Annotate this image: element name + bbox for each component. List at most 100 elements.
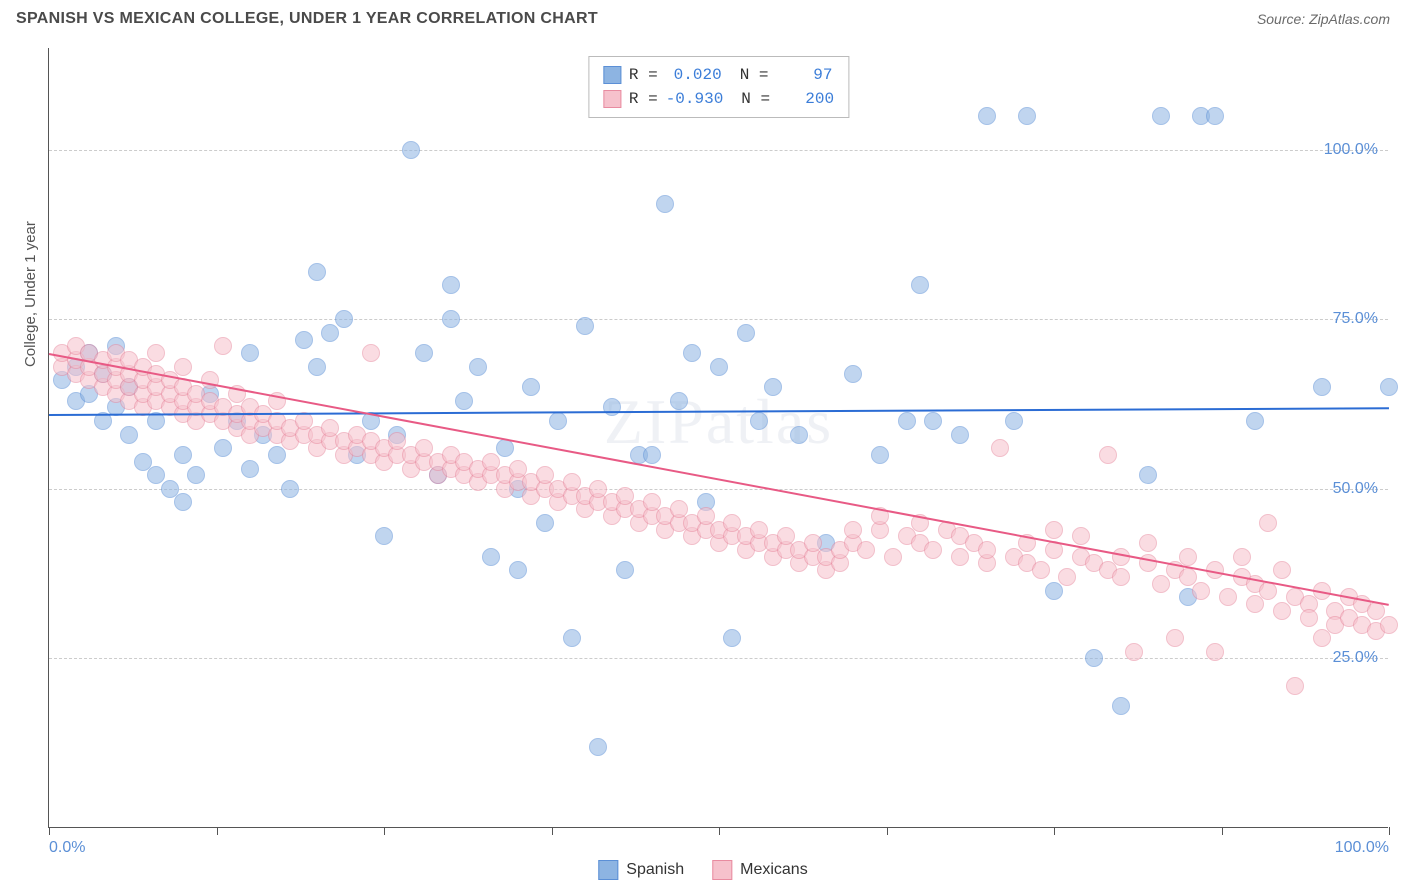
data-point — [1246, 412, 1264, 430]
data-point — [616, 561, 634, 579]
data-point — [589, 738, 607, 756]
data-point — [924, 412, 942, 430]
y-tick-label: 50.0% — [1333, 480, 1378, 498]
source-label: Source: ZipAtlas.com — [1257, 11, 1390, 27]
data-point — [1005, 412, 1023, 430]
data-point — [174, 358, 192, 376]
series-legend: SpanishMexicans — [598, 860, 807, 880]
data-point — [187, 466, 205, 484]
y-tick-label: 75.0% — [1333, 310, 1378, 328]
x-tick-label: 100.0% — [1335, 839, 1389, 857]
data-point — [1112, 697, 1130, 715]
data-point — [603, 398, 621, 416]
r-value: 0.020 — [666, 63, 722, 87]
data-point — [884, 548, 902, 566]
data-point — [1300, 609, 1318, 627]
legend-item: Mexicans — [712, 860, 808, 880]
data-point — [241, 344, 259, 362]
legend-swatch — [712, 860, 732, 880]
data-point — [871, 446, 889, 464]
data-point — [576, 317, 594, 335]
data-point — [295, 331, 313, 349]
data-point — [1380, 378, 1398, 396]
data-point — [214, 337, 232, 355]
data-point — [1206, 643, 1224, 661]
data-point — [1152, 575, 1170, 593]
chart-header: SPANISH VS MEXICAN COLLEGE, UNDER 1 YEAR… — [0, 0, 1406, 34]
data-point — [308, 358, 326, 376]
data-point — [241, 460, 259, 478]
data-point — [455, 392, 473, 410]
scatter-plot-area: ZIPatlas R =0.020N =97R =-0.930N =200 25… — [48, 48, 1388, 828]
data-point — [1380, 616, 1398, 634]
data-point — [1139, 534, 1157, 552]
n-label: N = — [741, 87, 770, 111]
data-point — [362, 344, 380, 362]
data-point — [1045, 521, 1063, 539]
data-point — [1125, 643, 1143, 661]
data-point — [737, 324, 755, 342]
data-point — [442, 310, 460, 328]
data-point — [844, 521, 862, 539]
data-point — [898, 412, 916, 430]
x-tick — [887, 827, 888, 835]
n-value: 97 — [777, 63, 833, 87]
r-label: R = — [629, 63, 658, 87]
data-point — [214, 439, 232, 457]
gridline — [49, 150, 1388, 151]
x-tick — [1054, 827, 1055, 835]
data-point — [1045, 582, 1063, 600]
data-point — [1192, 582, 1210, 600]
data-point — [683, 344, 701, 362]
trend-line — [49, 353, 1389, 606]
data-point — [1273, 561, 1291, 579]
r-value: -0.930 — [666, 87, 724, 111]
gridline — [49, 489, 1388, 490]
x-tick — [1389, 827, 1390, 835]
data-point — [281, 480, 299, 498]
data-point — [1139, 466, 1157, 484]
data-point — [335, 310, 353, 328]
data-point — [1313, 629, 1331, 647]
legend-swatch — [603, 66, 621, 84]
data-point — [670, 392, 688, 410]
data-point — [656, 195, 674, 213]
data-point — [857, 541, 875, 559]
data-point — [924, 541, 942, 559]
data-point — [1085, 649, 1103, 667]
data-point — [978, 107, 996, 125]
correlation-stats-box: R = 0.020 N = 97R = -0.930 N = 200 — [588, 56, 849, 118]
data-point — [1018, 107, 1036, 125]
x-tick — [384, 827, 385, 835]
data-point — [1032, 561, 1050, 579]
stats-row: R =-0.930N =200 — [603, 87, 834, 111]
data-point — [268, 446, 286, 464]
data-point — [563, 629, 581, 647]
data-point — [536, 514, 554, 532]
data-point — [1313, 378, 1331, 396]
stats-row: R = 0.020 N = 97 — [603, 63, 834, 87]
data-point — [308, 263, 326, 281]
x-tick — [217, 827, 218, 835]
legend-swatch — [598, 860, 618, 880]
data-point — [1152, 107, 1170, 125]
data-point — [764, 378, 782, 396]
n-label: N = — [740, 63, 769, 87]
data-point — [978, 541, 996, 559]
data-point — [1179, 548, 1197, 566]
data-point — [496, 439, 514, 457]
data-point — [415, 344, 433, 362]
data-point — [1273, 602, 1291, 620]
legend-swatch — [603, 90, 621, 108]
data-point — [321, 324, 339, 342]
gridline — [49, 658, 1388, 659]
data-point — [951, 426, 969, 444]
data-point — [844, 365, 862, 383]
data-point — [911, 276, 929, 294]
data-point — [1246, 595, 1264, 613]
x-tick — [1222, 827, 1223, 835]
x-tick-label: 0.0% — [49, 839, 85, 857]
data-point — [174, 493, 192, 511]
n-value: 200 — [778, 87, 834, 111]
chart-title: SPANISH VS MEXICAN COLLEGE, UNDER 1 YEAR… — [16, 10, 598, 28]
